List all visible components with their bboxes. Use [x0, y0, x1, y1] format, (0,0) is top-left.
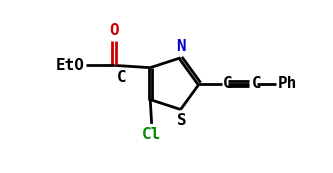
- Text: N: N: [176, 39, 185, 54]
- Text: C: C: [251, 76, 261, 91]
- Text: Cl: Cl: [142, 127, 161, 142]
- Text: O: O: [110, 23, 119, 38]
- Text: Ph: Ph: [277, 76, 297, 91]
- Text: S: S: [177, 113, 187, 128]
- Text: C: C: [223, 76, 232, 91]
- Text: EtO: EtO: [56, 58, 85, 73]
- Text: C: C: [117, 70, 127, 85]
